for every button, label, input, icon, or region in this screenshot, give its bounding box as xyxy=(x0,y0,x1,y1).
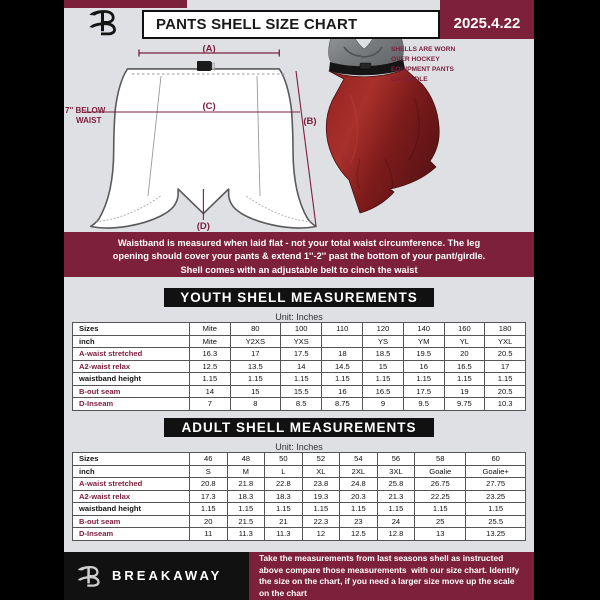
svg-text:EQUIPMENT PANTS: EQUIPMENT PANTS xyxy=(391,66,454,73)
svg-text:(C): (C) xyxy=(202,101,215,112)
svg-text:(A): (A) xyxy=(202,44,215,55)
svg-text:7'' BELOW: 7'' BELOW xyxy=(65,106,106,115)
svg-text:(B): (B) xyxy=(303,116,316,127)
svg-text:OVER HOCKEY: OVER HOCKEY xyxy=(391,56,440,63)
svg-text:WAIST: WAIST xyxy=(76,116,101,125)
svg-text:(D): (D) xyxy=(197,221,210,232)
svg-text:SHELLS ARE WORN: SHELLS ARE WORN xyxy=(391,46,455,53)
svg-text:OR GIRDLE: OR GIRDLE xyxy=(391,76,428,83)
